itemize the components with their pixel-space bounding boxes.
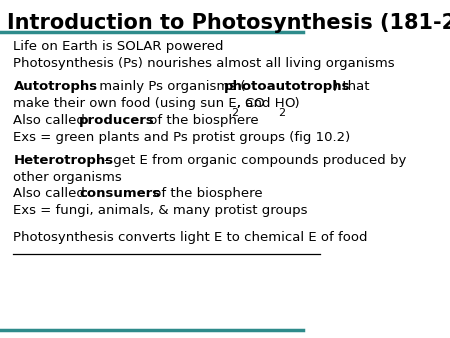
Text: other organisms: other organisms xyxy=(14,171,122,184)
Text: 2: 2 xyxy=(231,108,238,118)
Text: Life on Earth is SOLAR powered: Life on Earth is SOLAR powered xyxy=(14,40,224,53)
Text: of the biosphere: of the biosphere xyxy=(149,188,263,200)
Text: O): O) xyxy=(284,97,300,110)
Text: 2: 2 xyxy=(278,108,285,118)
Text: Exs = green plants and Ps protist groups (fig 10.2): Exs = green plants and Ps protist groups… xyxy=(14,130,351,144)
Text: Photosynthesis converts light E to chemical E of food: Photosynthesis converts light E to chemi… xyxy=(14,231,368,244)
Text: Also called: Also called xyxy=(14,188,90,200)
Text: ) that: ) that xyxy=(333,80,370,93)
Text: Heterotrophs: Heterotrophs xyxy=(14,154,113,167)
Text: Also called: Also called xyxy=(14,114,90,127)
Text: make their own food (using sun E, CO: make their own food (using sun E, CO xyxy=(14,97,265,110)
Text: consumers: consumers xyxy=(79,188,160,200)
Text: Exs = fungi, animals, & many protist groups: Exs = fungi, animals, & many protist gro… xyxy=(14,204,308,217)
Text: of the biosphere: of the biosphere xyxy=(145,114,258,127)
Text: producers: producers xyxy=(79,114,155,127)
Text: - mainly Ps organisms (: - mainly Ps organisms ( xyxy=(86,80,246,93)
Text: , and H: , and H xyxy=(237,97,285,110)
Text: Introduction to Photosynthesis (181-200): Introduction to Photosynthesis (181-200) xyxy=(7,13,450,33)
Text: photoautotrophs: photoautotrophs xyxy=(224,80,351,93)
Text: Autotrophs: Autotrophs xyxy=(14,80,98,93)
Text: - get E from organic compounds produced by: - get E from organic compounds produced … xyxy=(100,154,406,167)
Text: Photosynthesis (Ps) nourishes almost all living organisms: Photosynthesis (Ps) nourishes almost all… xyxy=(14,57,395,70)
